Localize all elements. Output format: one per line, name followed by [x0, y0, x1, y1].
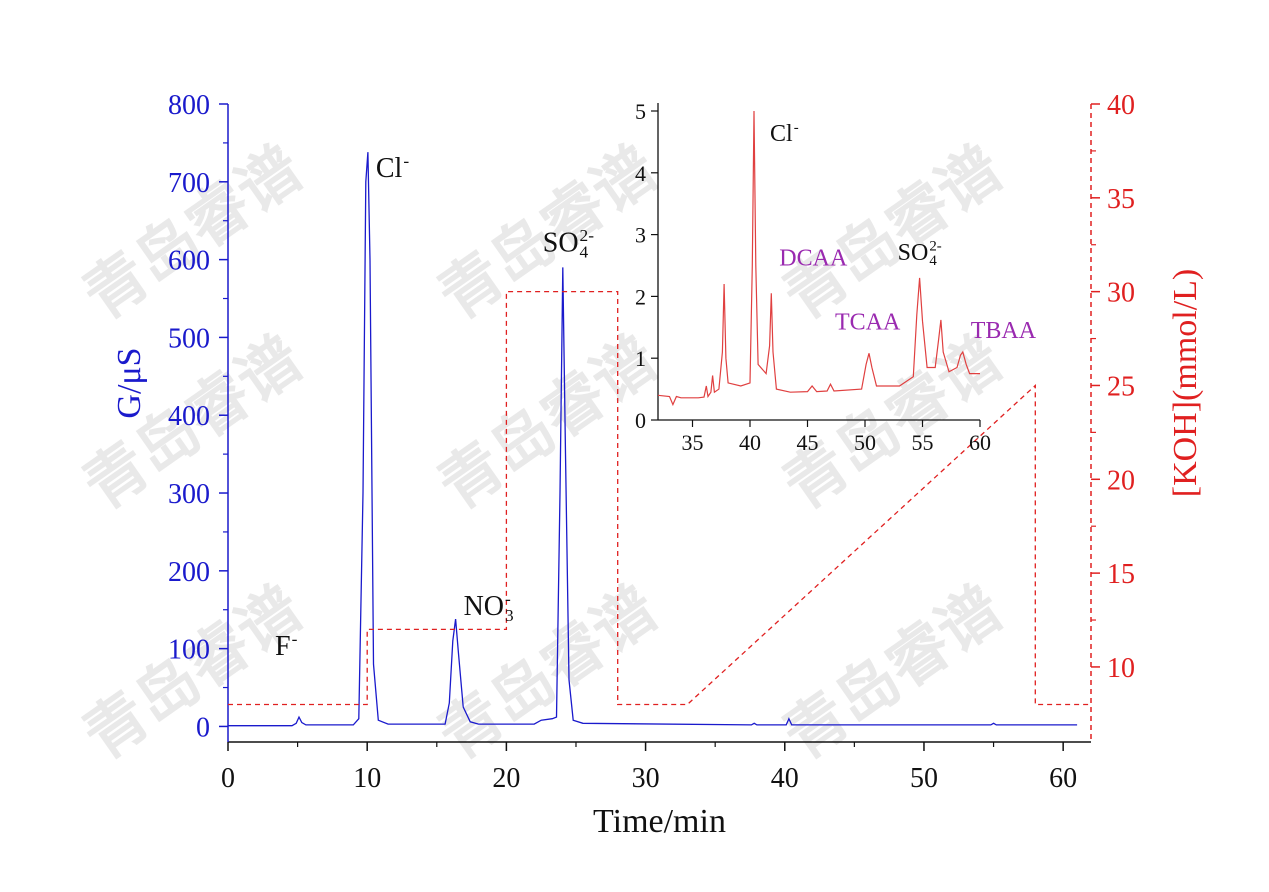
- inset-x-tick-label: 55: [912, 430, 934, 455]
- x-tick-label: 30: [632, 763, 660, 794]
- left-y-axis-title: G/μS: [111, 347, 148, 418]
- peak-label-subscript: 3: [505, 606, 514, 625]
- watermark-text: 青岛睿谱: [425, 571, 670, 773]
- peak-label-text: TCAA: [835, 309, 901, 335]
- left-y-tick-label: 100: [168, 635, 210, 666]
- right-y-tick-label: 35: [1107, 184, 1135, 215]
- peak-label: SO 2-4: [543, 226, 594, 262]
- left-y-tick-label: 600: [168, 246, 210, 277]
- peak-label-text: NO: [464, 591, 504, 622]
- x-axis-title: Time/min: [593, 803, 726, 840]
- x-tick-label: 40: [771, 763, 799, 794]
- right-y-tick-label: 25: [1107, 371, 1135, 402]
- x-tick-label: 60: [1049, 763, 1077, 794]
- x-tick-label: 10: [353, 763, 381, 794]
- peak-label: NO -3: [464, 589, 514, 625]
- right-y-tick-label: 40: [1107, 90, 1135, 121]
- inset-x-tick-label: 60: [969, 430, 991, 455]
- right-y-tick-label: 15: [1107, 559, 1135, 590]
- peak-label-text: TBAA: [971, 318, 1037, 344]
- left-y-tick-label: 800: [168, 90, 210, 121]
- x-tick-label: 20: [492, 763, 520, 794]
- watermark-text: 青岛睿谱: [770, 131, 1015, 333]
- peak-label-text: SO: [543, 227, 579, 258]
- koh-gradient-series-line: [228, 290, 1091, 706]
- peak-label-subscript: 4: [580, 243, 589, 262]
- inset-x-tick-label: 40: [739, 430, 761, 455]
- x-tick-label: 50: [910, 763, 938, 794]
- watermark-text: 青岛睿谱: [770, 571, 1015, 773]
- peak-label: SO 2-4: [898, 239, 942, 269]
- peak-label-text: SO: [898, 240, 929, 266]
- peak-label-text: DCAA: [779, 245, 848, 271]
- inset-x-tick-label: 35: [682, 430, 704, 455]
- inset-y-tick-label: 0: [635, 408, 646, 433]
- inset-y-tick-label: 2: [635, 284, 646, 309]
- inset-y-tick-label: 1: [635, 346, 646, 371]
- peak-label-superscript: -: [292, 629, 298, 648]
- peak-label: Cl -: [376, 152, 409, 185]
- right-y-tick-label: 30: [1107, 278, 1135, 309]
- peak-label-text: F: [275, 631, 291, 662]
- peak-label-superscript: 2-: [580, 226, 595, 245]
- inset-y-tick-label: 4: [635, 161, 646, 186]
- left-y-tick-label: 200: [168, 557, 210, 588]
- right-y-axis-title: [KOH](mmol/L): [1167, 269, 1204, 498]
- right-y-tick-label: 10: [1107, 653, 1135, 684]
- inset-x-tick-label: 45: [797, 430, 819, 455]
- inset-y-tick-label: 3: [635, 223, 646, 248]
- x-tick-label: 0: [221, 763, 235, 794]
- peak-label-superscript: -: [794, 120, 799, 136]
- peak-label: Cl -: [770, 120, 799, 147]
- peak-label-superscript: -: [403, 152, 409, 171]
- peak-label: TBAA: [971, 318, 1037, 344]
- conductivity-series-line: [228, 152, 1078, 727]
- left-y-tick-label: 300: [168, 479, 210, 510]
- peak-label-text: Cl: [770, 121, 793, 147]
- left-y-tick-label: 400: [168, 401, 210, 432]
- watermark-text: 青岛睿谱: [70, 131, 315, 333]
- peak-label: DCAA: [779, 245, 848, 271]
- inset-y-tick-label: 5: [635, 99, 646, 124]
- watermark-text: 青岛睿谱: [425, 321, 670, 523]
- left-y-tick-label: 0: [196, 712, 210, 743]
- peak-label: F-: [275, 629, 298, 662]
- watermark-text: 青岛睿谱: [70, 571, 315, 773]
- peak-label-superscript: -: [505, 589, 511, 608]
- peak-label: TCAA: [835, 309, 901, 335]
- peak-label-text: Cl: [376, 153, 403, 184]
- main-plot: 0 10 20 30 40 50 60010020030040050060070080010…: [111, 90, 1204, 840]
- right-y-tick-label: 20: [1107, 465, 1135, 496]
- peak-label-subscript: 4: [929, 253, 937, 269]
- left-y-tick-label: 700: [168, 168, 210, 199]
- inset-x-tick-label: 50: [854, 430, 876, 455]
- left-y-tick-label: 500: [168, 323, 210, 354]
- inset-chromatogram-line: [657, 110, 980, 407]
- peak-label-superscript: 2-: [929, 239, 941, 255]
